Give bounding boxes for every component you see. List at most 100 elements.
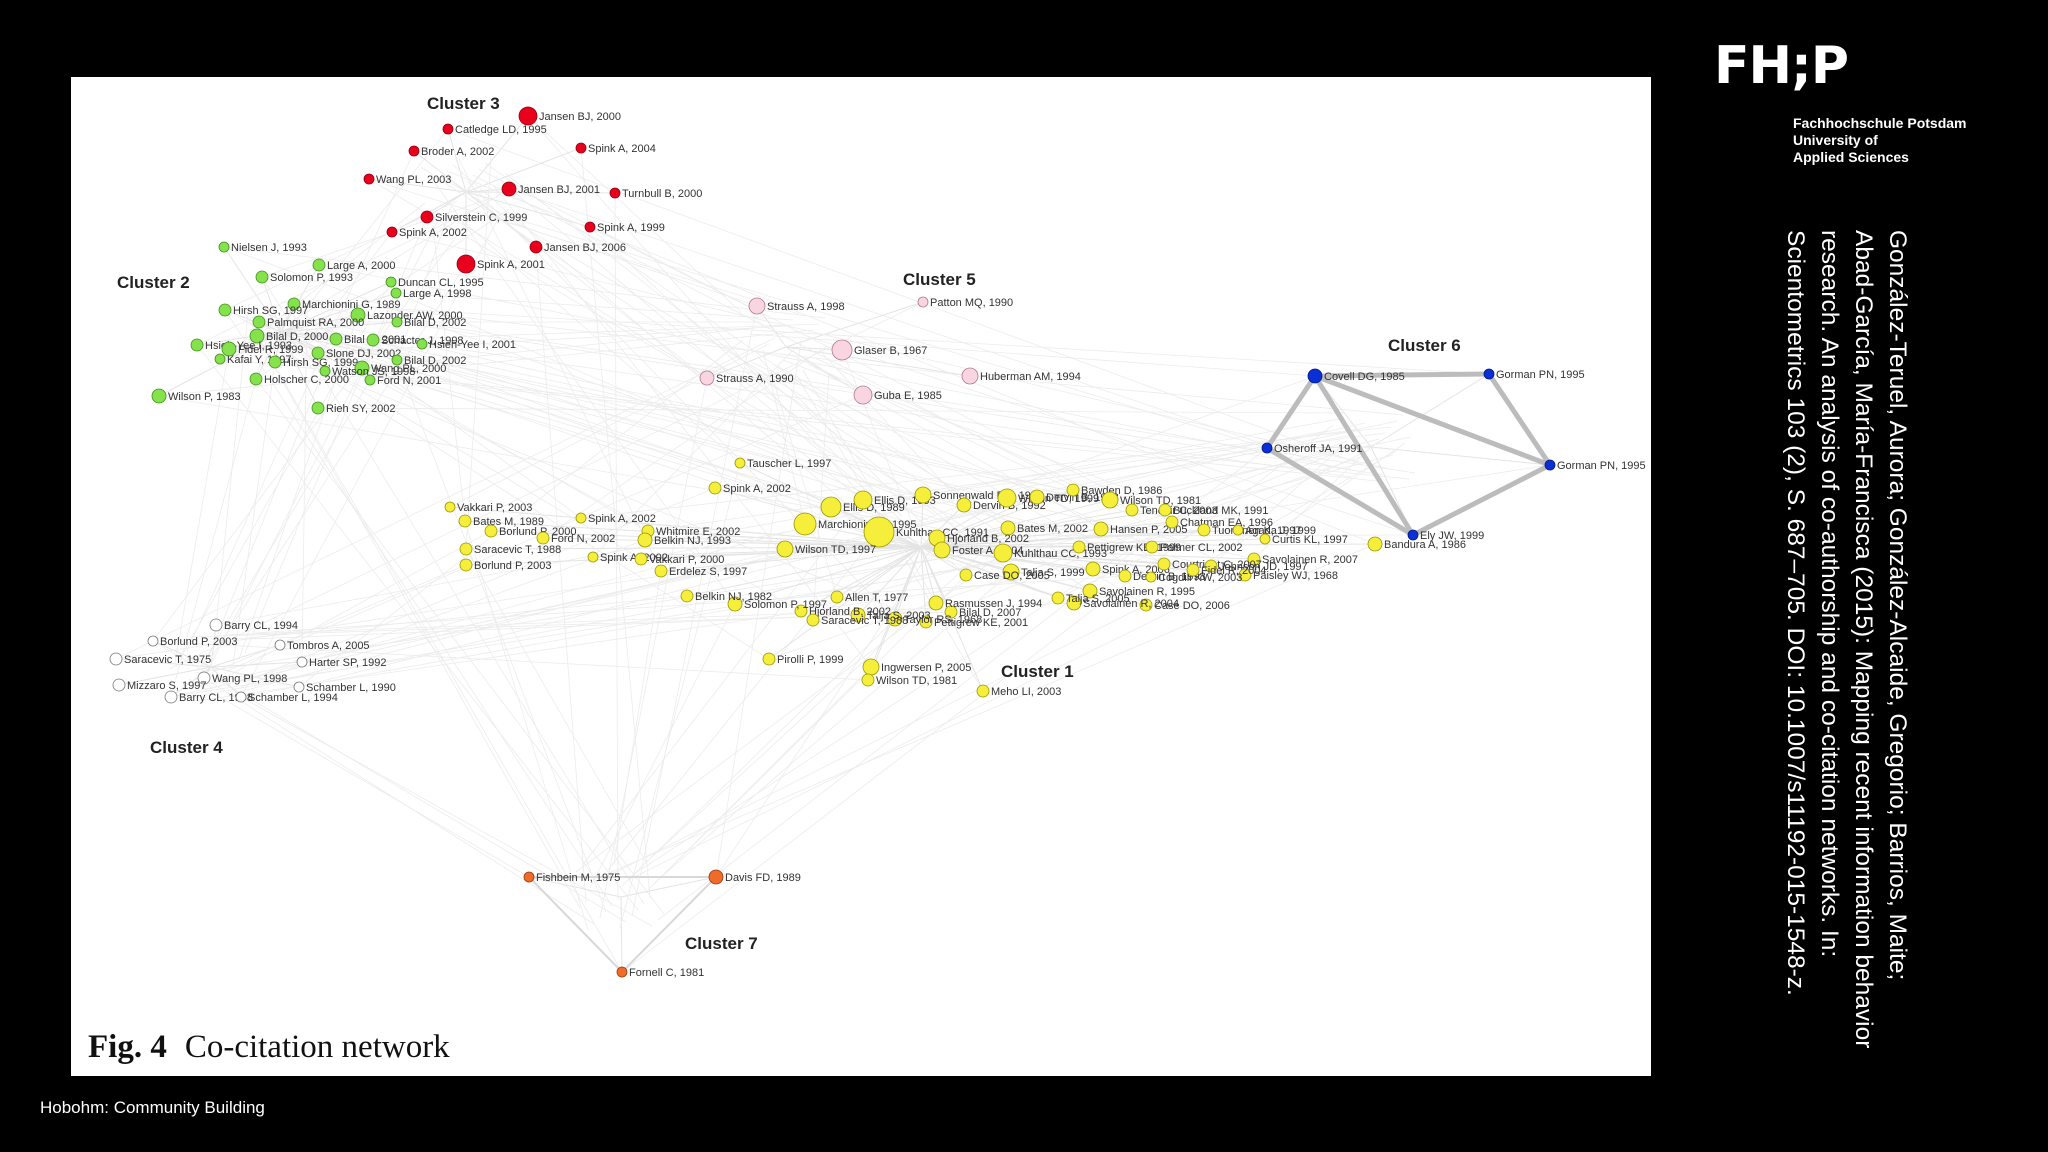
network-node <box>708 869 724 885</box>
node-label: Tauscher L, 1997 <box>747 458 831 470</box>
edge <box>115 337 776 660</box>
edge <box>527 115 742 313</box>
edge <box>750 361 1153 548</box>
edge <box>1312 374 1416 537</box>
edge <box>1264 374 1318 450</box>
network-node <box>529 240 543 254</box>
edge <box>361 327 756 369</box>
cluster-label: Cluster 1 <box>1001 662 1074 681</box>
edge <box>280 321 398 333</box>
network-node <box>1066 483 1080 497</box>
network-node <box>1082 583 1098 599</box>
node-label: Strauss A, 1998 <box>767 301 845 313</box>
edge <box>920 546 927 623</box>
edge <box>196 568 1094 702</box>
network-node <box>268 355 282 369</box>
edge <box>223 246 961 519</box>
network-node <box>391 316 403 328</box>
network-node <box>806 613 820 627</box>
node-label: Hjorland B, 2002 <box>809 606 891 618</box>
network-node <box>1165 515 1179 529</box>
edge <box>465 115 529 193</box>
node-label: Guba E, 1985 <box>874 390 942 402</box>
edge <box>920 509 1133 548</box>
edge <box>614 192 619 901</box>
node-label: Vakkari P, 2000 <box>649 554 724 566</box>
network-node <box>616 966 628 978</box>
node-label: Harter SP, 1992 <box>309 657 386 669</box>
edge <box>447 128 467 193</box>
edge <box>492 184 872 668</box>
edge <box>395 292 794 321</box>
network-node <box>1118 569 1132 583</box>
node-label: Case DO, 2006 <box>1154 600 1230 612</box>
logo-line: Fachhochschule Potsdam <box>1793 115 1967 131</box>
network-node <box>1204 559 1218 573</box>
edge <box>232 361 276 666</box>
edge <box>768 456 1362 660</box>
edge <box>317 407 1346 414</box>
edge <box>836 546 922 598</box>
network-node <box>235 691 247 703</box>
edge <box>210 661 303 668</box>
network-node <box>296 656 308 668</box>
network-node <box>420 210 434 224</box>
edge <box>580 147 651 899</box>
edge <box>210 624 217 668</box>
edge <box>465 191 616 194</box>
node-label: Hirsh SG, 1999 <box>283 357 358 369</box>
edge <box>484 162 1009 529</box>
node-label: Ingwersen P, 2005 <box>881 662 971 674</box>
node-label: Paisley WJ, 1968 <box>1253 570 1338 582</box>
network-node <box>748 297 766 315</box>
network-node <box>776 540 794 558</box>
network-node <box>518 106 538 126</box>
edge <box>806 335 1414 536</box>
node-label: Borlund P, 2003 <box>474 560 551 572</box>
node-label: Wang PL, 2003 <box>376 174 451 186</box>
network-node <box>997 488 1017 508</box>
network-node <box>1261 442 1273 454</box>
node-label: Jansen BJ, 2000 <box>539 111 621 123</box>
edge <box>920 521 1173 548</box>
network-node <box>1544 459 1556 471</box>
network-node <box>1158 503 1172 517</box>
node-label: Erdelez S, 1997 <box>669 566 747 578</box>
node-label: Wilson TD, 1997 <box>795 544 876 556</box>
edge <box>188 678 530 878</box>
network-node <box>501 181 517 197</box>
edge <box>768 546 922 660</box>
edge <box>621 618 896 887</box>
edge <box>1314 371 1490 379</box>
edge <box>194 464 1551 674</box>
edge <box>647 428 1360 532</box>
node-label: Fidel R, 1999 <box>238 344 303 356</box>
network-node <box>459 558 473 572</box>
edge <box>498 178 967 576</box>
network-node <box>850 607 866 623</box>
edge <box>224 309 613 907</box>
network-node <box>1101 491 1119 509</box>
network-node <box>734 457 746 469</box>
edge <box>434 182 736 605</box>
cluster-label-layer: Cluster 1 Cluster 2 Cluster 3 Cluster 4 Clus… <box>117 94 1461 953</box>
network-node <box>933 541 951 559</box>
network-node <box>1197 523 1211 537</box>
edge <box>444 212 708 379</box>
node-label: Pirolli P, 1999 <box>777 654 843 666</box>
edge <box>280 292 397 333</box>
edge <box>1210 446 1342 567</box>
edge <box>627 574 1246 881</box>
node-label: Bawden D, 1986 <box>1081 485 1162 497</box>
edge <box>293 303 1416 474</box>
node-label: Huberman AM, 1994 <box>980 371 1081 383</box>
edge <box>770 371 838 598</box>
edge <box>118 666 212 686</box>
fhp-logo: FH;P Fachhochschule Potsdam University o… <box>1714 40 1966 165</box>
network-node <box>1483 368 1495 380</box>
node-label: Bilal D, 2002 <box>404 355 466 367</box>
edge <box>240 188 510 353</box>
network-node <box>1407 529 1419 541</box>
network-node <box>287 297 301 311</box>
